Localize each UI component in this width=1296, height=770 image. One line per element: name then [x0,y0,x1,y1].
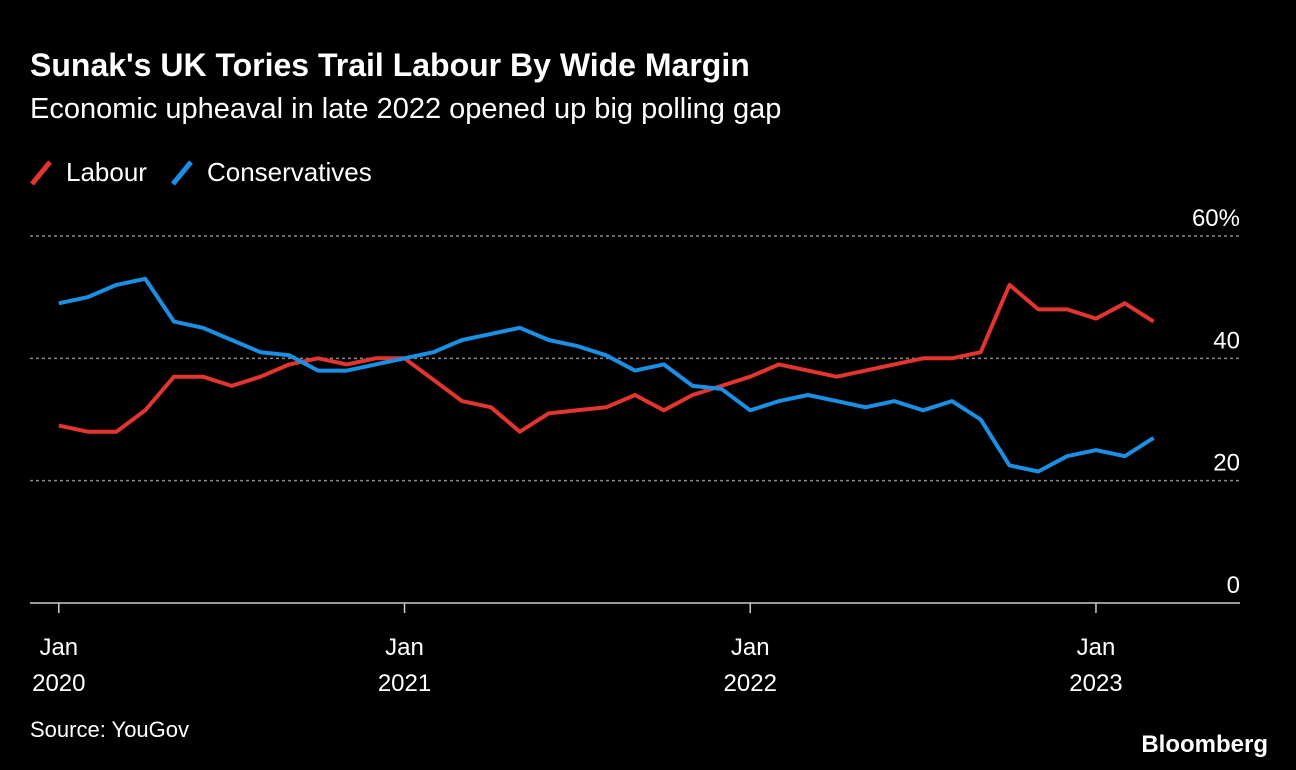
legend-label: Labour [66,157,147,187]
chart-subtitle: Economic upheaval in late 2022 opened up… [30,93,781,125]
source: Source: YouGov [30,717,189,742]
series-line [58,282,1155,434]
x-tick-label: Jan 2020 [32,634,85,697]
x-tick-label: Jan 2021 [378,634,431,697]
legend-swatch [30,160,52,186]
y-tick-label: 0 [1227,572,1240,599]
y-tick-label: 60% [1192,205,1240,232]
x-tick-label: Jan 2022 [724,634,777,697]
legend-label: Conservatives [207,157,372,187]
chart-title: Sunak's UK Tories Trail Labour By Wide M… [30,47,750,83]
legend-swatch [171,160,193,186]
y-tick-label: 20 [1213,450,1240,477]
series-line [58,276,1155,474]
y-tick-label: 40 [1213,327,1240,354]
brand: Bloomberg [1141,731,1268,758]
x-tick-label: Jan 2023 [1069,634,1122,697]
